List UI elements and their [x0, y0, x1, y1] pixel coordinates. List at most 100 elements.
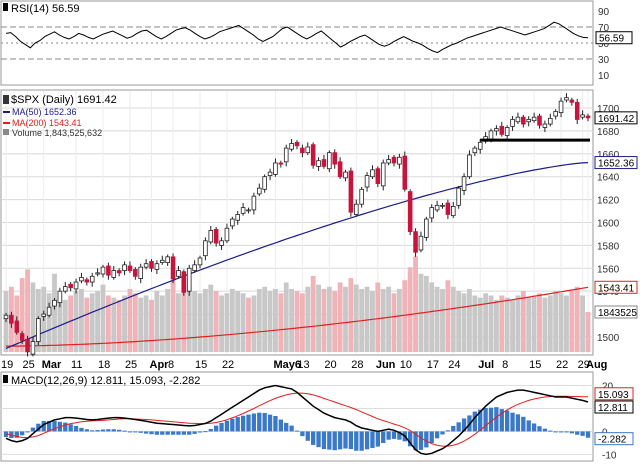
macd-histogram-bar: [138, 431, 143, 433]
volume-bar: [127, 288, 133, 352]
candlestick: [413, 228, 418, 257]
candlestick: [585, 113, 591, 122]
volume-bar: [273, 288, 278, 352]
price-tick-label: 1560: [597, 264, 620, 275]
date-tick-label: Jun: [376, 359, 396, 371]
candlestick: [294, 140, 300, 150]
macd-histogram-bar: [440, 431, 445, 435]
volume-bar: [235, 291, 241, 352]
volume-bar: [240, 293, 246, 352]
volume-bar: [289, 288, 295, 352]
candle-up: [176, 270, 181, 277]
macd-histogram-bar: [257, 412, 262, 432]
macd-histogram-bar: [332, 431, 337, 451]
candle-up: [510, 119, 515, 127]
candlestick: [224, 223, 230, 244]
candle-up: [267, 171, 273, 176]
rsi-line: [5, 21, 589, 54]
spx-legend-icon: [3, 95, 9, 104]
macd-histogram-bar: [79, 427, 84, 432]
macd-histogram-bar: [311, 431, 316, 445]
candlestick: [251, 192, 257, 215]
macd-histogram-bar: [478, 409, 483, 432]
volume-bar: [477, 297, 483, 352]
candle-up: [36, 318, 41, 342]
volume-last-value: 1843525: [598, 308, 637, 319]
volume-bar: [176, 293, 181, 352]
candlestick: [203, 237, 208, 261]
candle-up: [41, 313, 47, 317]
macd-histogram-bar: [434, 431, 440, 439]
volume-bar: [564, 295, 569, 352]
volume-bar: [84, 297, 90, 352]
date-tick-label: 15: [529, 359, 541, 371]
macd-histogram-bar: [580, 431, 585, 436]
macd-histogram-bar: [537, 426, 542, 432]
volume-bar: [89, 293, 95, 352]
candlestick: [461, 173, 467, 196]
candle-up: [461, 176, 467, 191]
volume-bar: [192, 291, 198, 352]
macd-histogram-bar: [445, 430, 451, 432]
candlestick: [348, 167, 354, 217]
rsi-last-label: 56.59: [595, 31, 633, 45]
candle-up: [95, 272, 100, 275]
volume-bar: [305, 286, 311, 352]
date-tick-label: 8: [168, 359, 174, 371]
macd-histogram-bar: [95, 430, 100, 432]
volume-bar: [396, 288, 402, 352]
candlestick: [370, 165, 375, 179]
candlestick: [240, 203, 246, 216]
candlesticks: [3, 93, 591, 357]
macd-histogram-bar: [370, 431, 375, 448]
candlestick: [510, 116, 515, 131]
candle-down: [19, 333, 25, 341]
macd-histogram-bar: [84, 429, 89, 432]
candle-down: [521, 116, 526, 125]
date-tick-label: 20: [324, 359, 336, 371]
candle-up: [224, 227, 230, 242]
candlestick: [143, 259, 149, 270]
candle-up: [467, 154, 472, 178]
candle-down: [170, 256, 176, 279]
volume-bar: [531, 295, 537, 352]
macd-histogram-bar: [472, 411, 477, 432]
macd-histogram-bar: [284, 422, 289, 432]
volume-bar: [294, 291, 300, 352]
candlestick: [364, 172, 370, 192]
macd-histogram-bar: [20, 431, 25, 436]
macd-histogram-bar: [106, 429, 111, 432]
volume-bar: [213, 291, 219, 352]
candlestick: [494, 125, 499, 136]
candlestick: [52, 298, 57, 310]
volume-bar: [52, 273, 57, 352]
volume-bar: [445, 280, 451, 352]
candlestick: [25, 335, 30, 357]
macd-histogram-bar: [381, 431, 386, 444]
date-tick-label: 17: [427, 359, 439, 371]
volume-bar: [19, 278, 25, 352]
candle-down: [407, 191, 413, 233]
volume-bar: [79, 288, 84, 352]
candle-up: [343, 171, 348, 179]
volume-bar: [569, 291, 575, 352]
rsi-axis: 10 30 50 70 90: [598, 7, 610, 82]
candle-up: [235, 214, 241, 221]
candlestick: [537, 113, 542, 129]
volume-bar: [149, 299, 154, 352]
ma50-last-value-box: [594, 156, 638, 170]
macd-histogram-bar: [235, 417, 240, 432]
macd-histogram-bar: [294, 430, 300, 432]
candlestick: [62, 282, 68, 294]
volume-bar: [278, 293, 284, 352]
candle-up: [100, 266, 106, 275]
candle-down: [68, 283, 73, 289]
candlestick: [391, 154, 397, 167]
volume-bar: [202, 288, 208, 352]
candlestick: [68, 282, 73, 292]
candlestick: [305, 142, 311, 155]
macd-histogram-bar: [510, 412, 515, 432]
candle-up: [434, 204, 440, 211]
candle-down: [499, 125, 505, 135]
candle-up: [30, 341, 36, 355]
